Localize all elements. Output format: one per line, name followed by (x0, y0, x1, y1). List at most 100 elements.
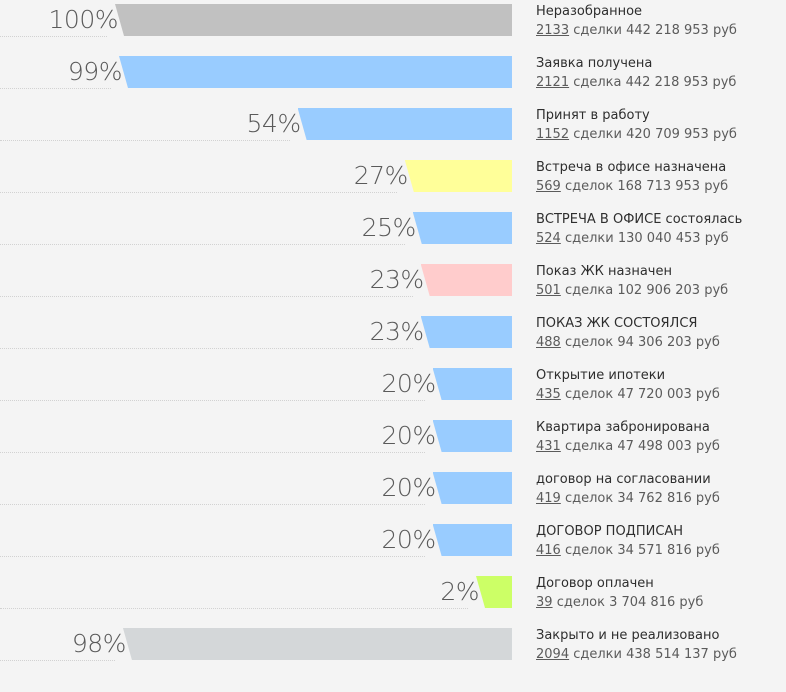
deal-amount-label: 102 906 203 руб (617, 283, 729, 298)
stage-summary: 2121 сделка 442 218 953 руб (536, 74, 736, 91)
funnel-bar[interactable] (432, 472, 512, 504)
deal-count-link[interactable]: 39 (536, 595, 553, 610)
stage-summary: 416 сделок 34 571 816 руб (536, 542, 720, 559)
stage-percent-label: 20% (381, 369, 437, 398)
stage-name-label: договор на согласовании (536, 472, 711, 487)
stage-summary: 524 сделки 130 040 453 руб (536, 230, 729, 247)
stage-name-label: Неразобранное (536, 4, 643, 19)
stage-percent-label: 99% (67, 57, 123, 86)
deal-unit-label: сделок (564, 387, 614, 402)
funnel-stage-row: 99% Заявка получена 2121 сделка 442 218 95… (0, 54, 786, 106)
stage-summary: 419 сделок 34 762 816 руб (536, 490, 720, 507)
funnel-bar[interactable] (420, 264, 512, 296)
deal-count-link[interactable]: 416 (536, 543, 561, 558)
funnel-stage-row: 23% ПОКАЗ ЖК СОСТОЯЛСЯ 488 сделок 94 306 2… (0, 314, 786, 366)
stage-summary: 488 сделок 94 306 203 руб (536, 334, 720, 351)
deal-amount-label: 168 713 953 руб (617, 179, 729, 194)
funnel-stage-row: 23% Показ ЖК назначен 501 сделка 102 906 2… (0, 262, 786, 314)
funnel-bar[interactable] (115, 4, 512, 36)
funnel-bar[interactable] (118, 56, 512, 88)
deal-count-link[interactable]: 419 (536, 491, 561, 506)
funnel-bar[interactable] (404, 160, 512, 192)
stage-summary: 501 сделка 102 906 203 руб (536, 282, 728, 299)
stage-name-label: Встреча в офисе назначена (536, 160, 727, 175)
deal-unit-label: сделки (573, 23, 622, 38)
deal-unit-label: сделок (564, 543, 614, 558)
stage-percent-label: 100% (48, 5, 119, 34)
funnel-bar[interactable] (432, 368, 512, 400)
stage-name-label: ВСТРЕЧА В ОФИСЕ состоялась (536, 212, 743, 227)
stage-percent-label: 54% (246, 109, 302, 138)
stage-summary: 435 сделок 47 720 003 руб (536, 386, 720, 403)
deal-count-link[interactable]: 569 (536, 179, 561, 194)
funnel-stage-row: 100% Неразобранное 2133 сделки 442 218 953… (0, 2, 786, 54)
row-guide-line (0, 88, 111, 89)
funnel-stage-row: 54% Принят в работу 1152 сделки 420 709 95… (0, 106, 786, 158)
row-guide-line (0, 140, 290, 141)
deal-amount-label: 442 218 953 руб (626, 23, 737, 38)
stage-summary: 2094 сделки 438 514 137 руб (536, 646, 737, 663)
row-guide-line (0, 504, 425, 505)
funnel-bar[interactable] (420, 316, 512, 348)
stage-summary: 431 сделка 47 498 003 руб (536, 438, 720, 455)
stage-name-label: Договор оплачен (536, 576, 654, 591)
stage-name-label: Закрыто и не реализовано (536, 628, 720, 643)
row-guide-line (0, 296, 413, 297)
funnel-bar[interactable] (412, 212, 512, 244)
row-guide-line (0, 556, 425, 557)
deal-unit-label: сделок (564, 335, 614, 350)
deal-amount-label: 438 514 137 руб (626, 647, 737, 662)
deal-count-link[interactable]: 488 (536, 335, 561, 350)
deal-amount-label: 34 571 816 руб (617, 543, 720, 558)
deal-amount-label: 442 218 953 руб (625, 75, 737, 90)
deal-amount-label: 3 704 816 руб (609, 595, 704, 610)
funnel-bar[interactable] (297, 108, 512, 140)
deal-unit-label: сделок (564, 179, 614, 194)
stage-percent-label: 23% (369, 317, 425, 346)
deal-unit-label: сделок (556, 595, 605, 610)
row-guide-line (0, 36, 107, 37)
funnel-stage-row: 20% Открытие ипотеки 435 сделок 47 720 003… (0, 366, 786, 418)
stage-summary: 1152 сделки 420 709 953 руб (536, 126, 737, 143)
deal-unit-label: сделки (564, 231, 614, 246)
stage-percent-label: 98% (71, 629, 127, 658)
deal-count-link[interactable]: 431 (536, 439, 561, 454)
funnel-stage-row: 27% Встреча в офисе назначена 569 сделок 1… (0, 158, 786, 210)
deal-amount-label: 94 306 203 руб (617, 335, 720, 350)
deal-count-link[interactable]: 501 (536, 283, 561, 298)
funnel-bar[interactable] (432, 524, 512, 556)
funnel-stage-row: 98% Закрыто и не реализовано 2094 сделки 4… (0, 626, 786, 678)
stage-percent-label: 27% (353, 161, 409, 190)
stage-summary: 39 сделок 3 704 816 руб (536, 594, 703, 611)
row-guide-line (0, 660, 115, 661)
deal-unit-label: сделка (573, 75, 622, 90)
stage-percent-label: 20% (381, 421, 437, 450)
deal-count-link[interactable]: 524 (536, 231, 561, 246)
stage-summary: 569 сделок 168 713 953 руб (536, 178, 728, 195)
stage-percent-label: 2% (440, 577, 479, 606)
row-guide-line (0, 452, 425, 453)
row-guide-line (0, 244, 405, 245)
funnel-stage-row: 20% ДОГОВОР ПОДПИСАН 416 сделок 34 571 816… (0, 522, 786, 574)
deal-amount-label: 34 762 816 руб (617, 491, 720, 506)
deal-amount-label: 47 720 003 руб (617, 387, 720, 402)
funnel-bar[interactable] (122, 628, 512, 660)
stage-name-label: Показ ЖК назначен (536, 264, 672, 279)
funnel-stage-row: 2% Договор оплачен 39 сделок 3 704 816 руб (0, 574, 786, 626)
deal-count-link[interactable]: 2094 (536, 647, 570, 662)
stage-percent-label: 20% (381, 473, 437, 502)
deal-count-link[interactable]: 435 (536, 387, 561, 402)
deal-amount-label: 420 709 953 руб (626, 127, 737, 142)
deal-count-link[interactable]: 1152 (536, 127, 570, 142)
funnel-stage-row: 25% ВСТРЕЧА В ОФИСЕ состоялась 524 сделки … (0, 210, 786, 262)
funnel-bar[interactable] (476, 576, 512, 608)
deal-unit-label: сделка (564, 283, 614, 298)
stage-name-label: Квартира забронирована (536, 420, 710, 435)
row-guide-line (0, 192, 397, 193)
row-guide-line (0, 608, 468, 609)
deal-amount-label: 47 498 003 руб (617, 439, 720, 454)
deal-count-link[interactable]: 2121 (536, 75, 570, 90)
deal-count-link[interactable]: 2133 (536, 23, 570, 38)
funnel-bar[interactable] (432, 420, 512, 452)
